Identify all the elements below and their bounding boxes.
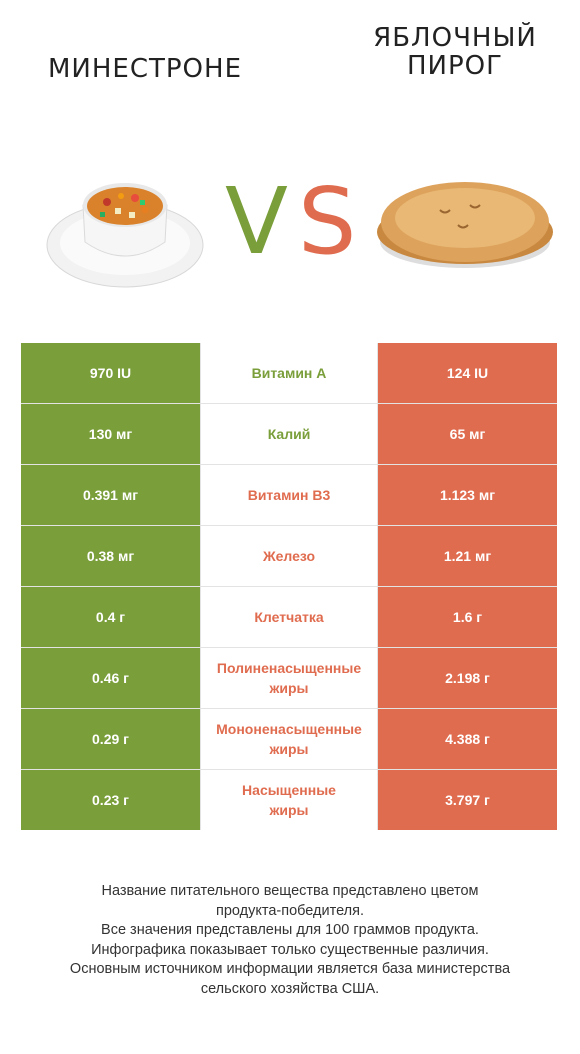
footnote-line: продукта-победителя. bbox=[215, 902, 365, 919]
left-value-cell: 0.23 г bbox=[21, 770, 201, 830]
right-value-cell: 124 IU bbox=[377, 343, 557, 403]
nutrient-name-line: Клетчатка bbox=[254, 609, 324, 625]
nutrient-name-cell: Калий bbox=[201, 404, 377, 464]
footnote-line: Инфографика показывает только существенн… bbox=[91, 941, 489, 958]
table-row: 0.29 г Мононенасыщенные жиры 4.388 г bbox=[21, 709, 557, 770]
right-food-title: ЯБЛОЧНЫЙ ПИРОГ bbox=[355, 24, 555, 80]
footnote-line: Название питательного вещества представл… bbox=[101, 883, 479, 899]
nutrient-name-cell: Витамин A bbox=[201, 343, 377, 403]
table-row: 130 мг Калий 65 мг bbox=[21, 404, 557, 465]
nutrient-name-line: Насыщенные bbox=[242, 782, 336, 798]
apple-pie-icon bbox=[377, 182, 553, 268]
footnote-line: сельского хозяйства США. bbox=[200, 980, 380, 997]
left-food-title: МИНЕСТРОНЕ bbox=[20, 55, 270, 83]
left-value-cell: 0.38 мг bbox=[21, 526, 201, 586]
table-row: 0.46 г Полиненасыщенные жиры 2.198 г bbox=[21, 648, 557, 709]
nutrient-name-line: Полиненасыщенные bbox=[216, 660, 362, 676]
right-value-cell: 3.797 г bbox=[377, 770, 557, 830]
right-food-title-line: ЯБЛОЧНЫЙ bbox=[373, 23, 537, 53]
left-value-cell: 0.391 мг bbox=[21, 465, 201, 525]
nutrient-name-line: Калий bbox=[267, 426, 311, 442]
table-row: 0.391 мг Витамин B3 1.123 мг bbox=[21, 465, 557, 526]
table-row: 0.38 мг Железо 1.21 мг bbox=[21, 526, 557, 587]
minestrone-soup-icon bbox=[46, 183, 204, 288]
nutrient-name-line: Железо bbox=[262, 548, 316, 564]
right-food-title-line: ПИРОГ bbox=[407, 51, 503, 81]
nutrient-name-line: жиры bbox=[269, 802, 309, 818]
footnote-line: Основным источником информации является … bbox=[69, 961, 511, 977]
right-value-cell: 4.388 г bbox=[377, 709, 557, 769]
left-value-cell: 0.46 г bbox=[21, 648, 201, 708]
left-value-cell: 0.29 г bbox=[21, 709, 201, 769]
footnote-line: Все значения представлены для 100 граммо… bbox=[101, 922, 479, 938]
nutrient-name-line: Витамин B3 bbox=[247, 487, 331, 503]
nutrient-name-cell: Насыщенные жиры bbox=[201, 770, 377, 830]
comparison-table: 970 IU Витамин A 124 IU 130 мг Калий 65 мг 0.3… bbox=[21, 343, 557, 830]
nutrient-name-cell: Витамин B3 bbox=[201, 465, 377, 525]
table-row: 0.4 г Клетчатка 1.6 г bbox=[21, 587, 557, 648]
footnote: Название питательного вещества представл… bbox=[20, 882, 560, 999]
vs-letter-v: V bbox=[225, 168, 288, 275]
table-row: 0.23 г Насыщенные жиры 3.797 г bbox=[21, 770, 557, 830]
nutrient-name-line: Мононенасыщенные bbox=[216, 721, 362, 737]
vs-letter-s: S bbox=[298, 168, 357, 275]
right-value-cell: 1.21 мг bbox=[377, 526, 557, 586]
right-value-cell: 65 мг bbox=[377, 404, 557, 464]
right-value-cell: 1.6 г bbox=[377, 587, 557, 647]
right-value-cell: 2.198 г bbox=[377, 648, 557, 708]
nutrient-name-cell: Железо bbox=[201, 526, 377, 586]
nutrient-name-cell: Мононенасыщенные жиры bbox=[201, 709, 377, 769]
nutrient-name-line: Витамин A bbox=[251, 365, 327, 381]
left-value-cell: 130 мг bbox=[21, 404, 201, 464]
nutrient-name-cell: Полиненасыщенные жиры bbox=[201, 648, 377, 708]
left-value-cell: 0.4 г bbox=[21, 587, 201, 647]
nutrient-name-line: жиры bbox=[269, 741, 309, 757]
right-value-cell: 1.123 мг bbox=[377, 465, 557, 525]
left-value-cell: 970 IU bbox=[21, 343, 201, 403]
table-row: 970 IU Витамин A 124 IU bbox=[21, 343, 557, 404]
nutrient-name-cell: Клетчатка bbox=[201, 587, 377, 647]
nutrient-name-line: жиры bbox=[269, 680, 309, 696]
left-food-title-line: МИНЕСТРОНЕ bbox=[47, 54, 243, 84]
